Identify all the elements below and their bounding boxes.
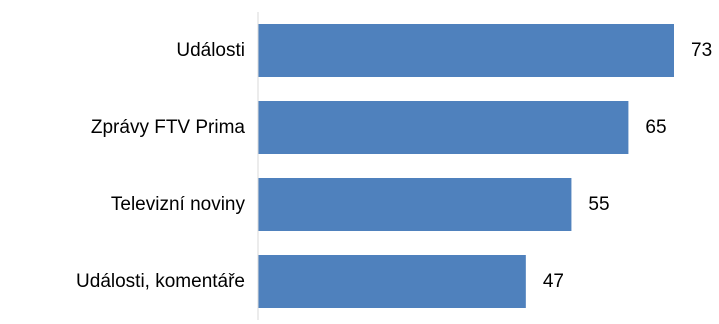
bar-3 xyxy=(258,255,526,308)
category-label-3: Události, komentáře xyxy=(76,271,245,292)
category-label-0: Události xyxy=(176,40,245,61)
data-label-1: 65 xyxy=(645,117,666,138)
data-label-2: 55 xyxy=(588,194,609,215)
labels-layer: Události 73 Zprávy FTV Prima 65 Televizní no… xyxy=(76,40,712,292)
category-label-2: Televizní noviny xyxy=(111,194,246,215)
bar-1 xyxy=(258,101,629,154)
bar-0 xyxy=(258,24,674,77)
bar-2 xyxy=(258,178,572,231)
bars-layer xyxy=(258,24,674,308)
data-label-0: 73 xyxy=(691,40,712,61)
data-label-3: 47 xyxy=(543,271,564,292)
category-label-1: Zprávy FTV Prima xyxy=(91,117,246,138)
